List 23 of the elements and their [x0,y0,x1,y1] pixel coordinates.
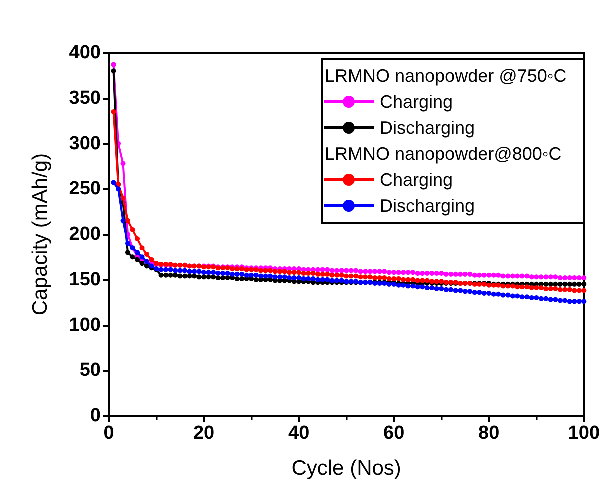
x-tick-label: 40 [288,423,310,444]
annotation: LRMNO nanopowder @750◦C [325,66,567,86]
legend-label: Discharging [380,196,476,216]
y-axis-title: Capacity (mAh/g) [29,153,52,316]
x-tick-label: 60 [384,423,405,444]
annotation: LRMNO nanopowder@800◦C [325,144,562,164]
y-tick-label: 400 [69,42,101,64]
x-tick-label: 80 [478,423,500,444]
x-tick-label: 20 [193,423,215,444]
y-tick-label: 200 [69,224,101,245]
legend-label: Discharging [380,118,476,138]
x-tick-label: 0 [104,423,114,444]
x-tick-label: 100 [568,423,600,444]
y-tick-label: 50 [80,360,101,382]
y-tick-label: 0 [90,406,101,426]
y-tick-label: 250 [69,178,101,200]
legend-label: Charging [380,92,454,112]
x-axis-title: Cycle (Nos) [292,457,402,480]
y-tick-label: 300 [69,133,101,154]
y-tick-label: 350 [69,88,101,109]
y-tick-label: 100 [69,314,101,336]
legend-label: Charging [380,170,454,190]
y-tick-label: 150 [69,269,101,290]
